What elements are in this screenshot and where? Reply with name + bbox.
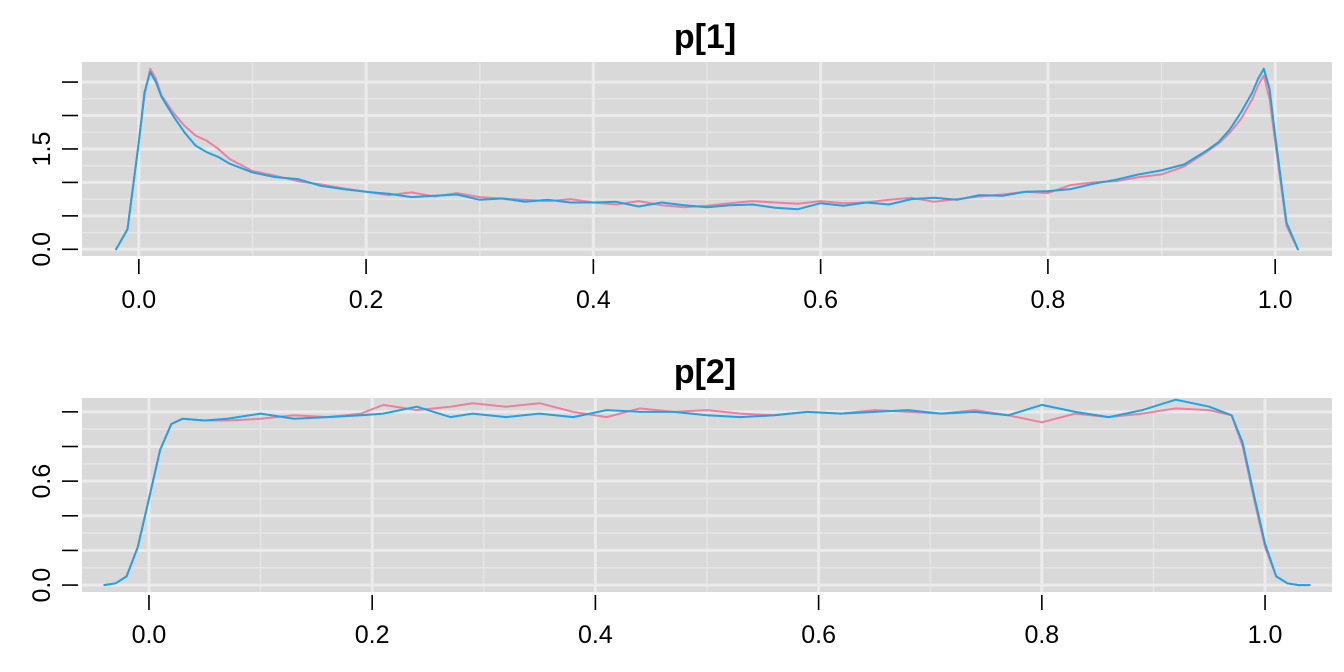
y-tick-label: 1.5 xyxy=(28,132,56,167)
panel-title-p2: p[2] xyxy=(674,353,736,391)
y-tick-label: 0.0 xyxy=(28,568,56,603)
grid-lines xyxy=(82,62,1332,256)
x-axis: 0.0 0.2 0.4 0.6 0.8 1.0 xyxy=(121,259,1293,314)
x-tick-label: 0.2 xyxy=(349,286,384,314)
x-tick-label: 0.0 xyxy=(121,286,156,314)
y-tick-label: 0.6 xyxy=(28,464,56,499)
x-tick-label: 0.6 xyxy=(803,286,838,314)
x-axis: 0.0 0.2 0.4 0.6 0.8 1.0 xyxy=(132,595,1283,649)
panel-p2: p[2] 0.0 0.2 0.4 0.6 0.8 1.0 0.0 0.6 xyxy=(28,353,1332,649)
x-tick-label: 0.8 xyxy=(1024,621,1059,649)
series-line-chain-2 xyxy=(115,67,1299,251)
x-tick-label: 0.0 xyxy=(132,621,167,649)
series-group xyxy=(103,398,1311,587)
panel-title-p1: p[1] xyxy=(674,18,736,56)
series-group xyxy=(115,67,1299,251)
x-tick-label: 0.4 xyxy=(576,286,611,314)
y-axis: 0.0 0.6 xyxy=(28,411,78,603)
series-line-chain-2 xyxy=(103,398,1311,587)
x-tick-label: 0.2 xyxy=(355,621,390,649)
x-tick-label: 1.0 xyxy=(1258,286,1293,314)
x-tick-label: 1.0 xyxy=(1248,621,1283,649)
grid-lines xyxy=(82,398,1332,592)
y-axis: 0.0 1.5 xyxy=(28,81,78,267)
x-tick-label: 0.4 xyxy=(578,621,613,649)
y-tick-label: 0.0 xyxy=(28,232,56,267)
panel-p1: p[1] 0.0 0.2 0.4 0.6 0.8 1.0 0.0 1.5 xyxy=(28,18,1332,314)
x-tick-label: 0.8 xyxy=(1031,286,1066,314)
x-tick-label: 0.6 xyxy=(801,621,836,649)
